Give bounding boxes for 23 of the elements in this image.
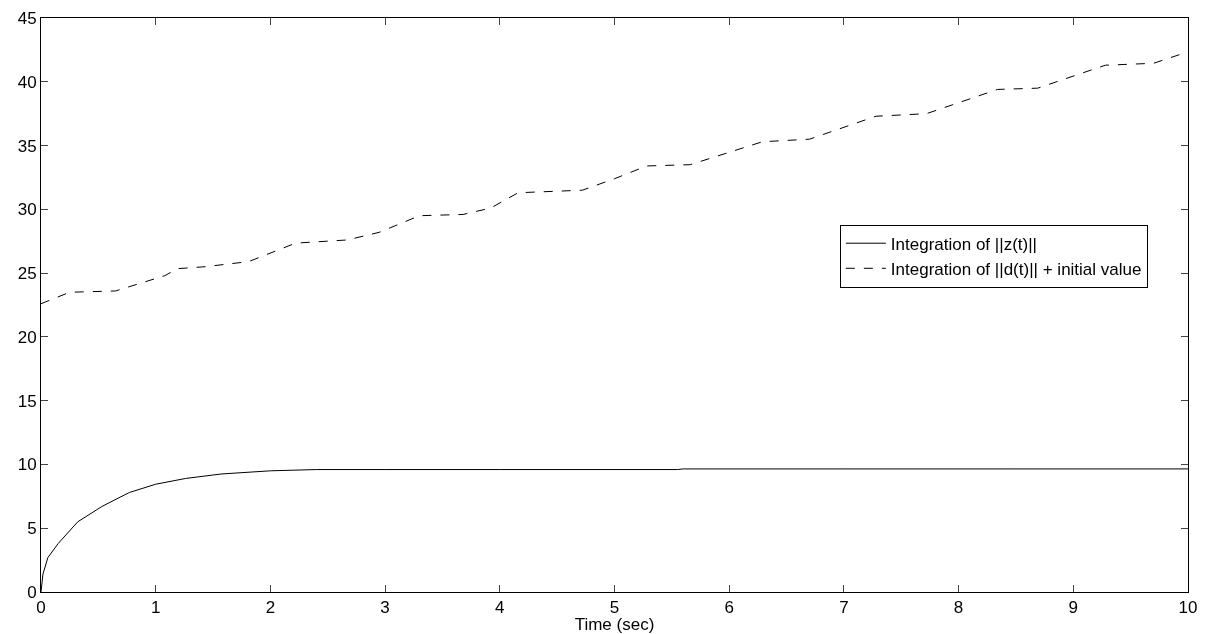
y-tick-label: 25 (17, 264, 37, 284)
y-tick-label: 40 (17, 72, 37, 92)
y-tick-label: 45 (17, 8, 37, 28)
x-tick-label: 6 (724, 598, 734, 618)
y-tick-label: 30 (17, 200, 37, 220)
x-tick-label: 2 (265, 598, 276, 618)
y-tick-label: 5 (27, 519, 37, 539)
y-tick-label: 15 (17, 391, 37, 411)
x-tick-label: 1 (150, 598, 161, 618)
legend-label: Integration of ||d(t)|| + initial value (890, 259, 1142, 279)
x-tick-label: 10 (1178, 598, 1198, 618)
x-tick-label: 4 (495, 598, 505, 618)
x-tick-label: 5 (609, 598, 620, 618)
x-axis-title: Time (sec) (574, 615, 655, 634)
y-tick-label: 35 (17, 136, 37, 156)
x-tick-label: 3 (380, 598, 390, 618)
x-tick-label: 8 (953, 598, 964, 618)
legend-label: Integration of ||z(t)|| (890, 234, 1038, 254)
y-tick-label: 10 (17, 455, 37, 475)
x-tick-label: 9 (1068, 598, 1079, 618)
y-tick-label: 0 (27, 582, 37, 602)
x-tick-label: 7 (839, 598, 849, 618)
y-tick-label: 20 (17, 327, 37, 347)
